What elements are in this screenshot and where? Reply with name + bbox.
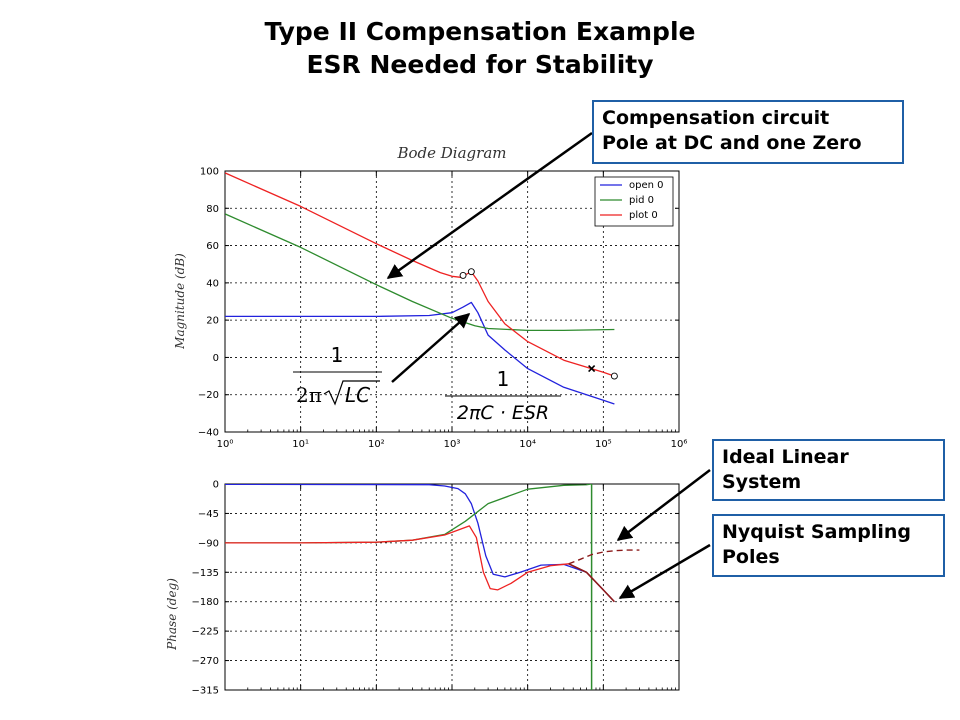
magnitude-y-axis-label: Magnitude (dB) (173, 253, 187, 350)
phase-grid (224, 483, 680, 691)
phase-y-tick-label-5: −225 (192, 627, 219, 638)
slide-title-line1: Type II Compensation Example (264, 17, 696, 46)
compensation-arrow (386, 131, 593, 280)
magnitude-x-tick-label-4: 10⁴ (519, 439, 536, 450)
lc-resonance-arrow (391, 313, 471, 383)
phase-y-tick-label-3: −135 (192, 568, 219, 579)
pole-zero-marker-circle (610, 372, 618, 380)
phase-y-tick-label-0: 0 (213, 480, 219, 491)
magnitude-x-tick-label-0: 10⁰ (217, 439, 234, 450)
chart-legend: open 0 pid 0 plot 0 (594, 176, 674, 227)
magnitude-y-tick-label-6: −20 (198, 390, 219, 401)
magnitude-y-tick-label-3: 40 (206, 278, 219, 289)
ideal-system-arrow (616, 469, 711, 541)
compensation-callout: Compensation circuit Pole at DC and one … (592, 100, 904, 164)
phase-y-tick-label-7: −315 (192, 686, 219, 697)
magnitude-x-tick-label-3: 10³ (444, 439, 461, 450)
magnitude-x-tick-label-2: 10² (368, 439, 385, 450)
esr-zero-formula: 1 2πC · ESR (445, 367, 561, 424)
magnitude-y-tick-label-0: 100 (200, 167, 219, 178)
phase-y-ticks: 0 −45 −90 −135 −180 −225 −270 −315 (192, 480, 219, 697)
ideal-system-callout-line2: System (722, 471, 802, 493)
pole-zero-marker-circle (459, 271, 467, 279)
magnitude-x-tick-label-5: 10⁵ (595, 439, 612, 450)
nyquist-poles-callout: Nyquist Sampling Poles (712, 514, 945, 577)
nyquist-poles-callout-line2: Poles (722, 546, 780, 568)
phase-y-tick-label-1: −45 (198, 509, 219, 520)
legend-label-pid: pid 0 (629, 195, 654, 206)
magnitude-x-tick-label-6: 10⁶ (671, 439, 688, 450)
phase-y-tick-label-2: −90 (198, 538, 219, 549)
phase-series (225, 484, 640, 690)
nyquist-poles-arrow (618, 543, 711, 600)
lc-formula-radicand: LC (345, 383, 370, 407)
magnitude-x-ticks: 10⁰ 10¹ 10² 10³ 10⁴ 10⁵ 10⁶ (217, 439, 688, 450)
legend-label-plot: plot 0 (629, 210, 658, 221)
magnitude-grid (224, 170, 680, 433)
lc-formula-prefix: 2π (296, 383, 322, 407)
phase-plot: 0 −45 −90 −135 −180 −225 −270 −315 Phase (deg) (165, 480, 680, 697)
phase-y-tick-label-6: −270 (192, 656, 219, 667)
magnitude-y-ticks: 100 80 60 40 20 0 −20 −40 (198, 167, 219, 439)
pole-zero-marker-cross (588, 365, 596, 373)
ideal-system-callout: Ideal Linear System (712, 439, 945, 501)
phase-y-tick-label-4: −180 (192, 597, 219, 608)
ideal-system-callout-line1: Ideal Linear (722, 446, 849, 468)
lc-formula-numerator: 1 (331, 343, 344, 367)
phase-series-ideal-dashed (568, 549, 640, 565)
magnitude-y-tick-label-7: −40 (198, 428, 219, 439)
phase-y-axis-label: Phase (deg) (165, 578, 179, 651)
legend-label-open: open 0 (629, 180, 664, 191)
esr-formula-denominator: 2πC · ESR (457, 402, 549, 424)
magnitude-y-tick-label-2: 60 (206, 241, 219, 252)
magnitude-series-open (225, 301, 615, 405)
compensation-callout-line1: Compensation circuit (602, 107, 830, 129)
magnitude-y-tick-label-1: 80 (206, 204, 219, 215)
phase-series-open (225, 484, 615, 603)
lc-formula-radical-sign (323, 380, 380, 406)
pole-zero-marker-circle (467, 268, 475, 276)
esr-formula-numerator: 1 (497, 367, 510, 391)
magnitude-y-tick-label-5: 0 (213, 353, 219, 364)
magnitude-markers (459, 268, 618, 380)
lc-resonance-formula: 1 2π LC (293, 343, 382, 407)
phase-series-nyquist-tail (568, 563, 615, 603)
nyquist-poles-callout-line1: Nyquist Sampling (722, 521, 911, 543)
magnitude-x-tick-label-1: 10¹ (292, 439, 309, 450)
chart-title: Bode Diagram (396, 144, 506, 162)
slide-title-line2: ESR Needed for Stability (306, 50, 654, 79)
compensation-callout-line2: Pole at DC and one Zero (602, 132, 862, 154)
magnitude-y-tick-label-4: 20 (206, 316, 219, 327)
